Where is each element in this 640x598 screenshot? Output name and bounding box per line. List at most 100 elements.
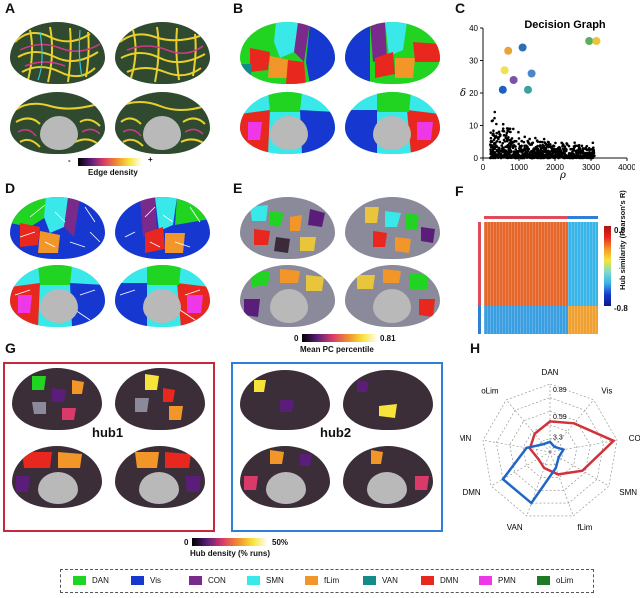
density-point: [542, 152, 545, 156]
density-point: [587, 148, 591, 151]
density-point: [555, 147, 559, 151]
legend-item-smn: SMN: [247, 576, 284, 585]
density-point: [511, 153, 514, 157]
radar-ring-labels: 0.89 0.59 3.3: [553, 387, 567, 442]
radar-series-2: [501, 440, 566, 505]
legend-swatch: [363, 576, 376, 585]
density-point: [530, 141, 534, 145]
density-point: [557, 155, 561, 158]
medial-wall: [373, 289, 411, 323]
density-point: [492, 129, 495, 133]
density-point: [520, 151, 523, 154]
density-point: [489, 140, 493, 144]
colorbar-max-label: 0.81: [380, 334, 396, 343]
density-point: [545, 155, 548, 159]
brain-hub1-left-lateral: [12, 368, 102, 430]
radar-ring: [482, 383, 618, 517]
density-point: [495, 131, 498, 135]
density-point: [514, 156, 517, 160]
radar-spoke: [526, 451, 551, 517]
medial-wall: [40, 116, 78, 150]
density-point: [571, 150, 574, 153]
density-point: [495, 139, 499, 143]
density-point: [508, 142, 511, 145]
density-point: [538, 140, 542, 144]
density-point: [561, 144, 564, 148]
hub2-label: hub2: [320, 425, 352, 440]
density-point: [500, 150, 504, 153]
density-point: [573, 155, 577, 158]
density-point: [511, 127, 515, 131]
density-point: [559, 149, 563, 153]
density-point: [571, 156, 575, 160]
edge-density-colorbar: [78, 158, 142, 166]
network-parcellation: [240, 22, 335, 84]
medial-wall: [143, 116, 181, 150]
legend-label: CON: [208, 576, 226, 585]
radar-series-1: [528, 420, 616, 476]
radar-ring-label: 0.59: [553, 414, 567, 421]
brain-a-left-medial: [10, 92, 105, 154]
radar-spoke: [549, 399, 594, 453]
legend-swatch: [131, 576, 144, 585]
hub-density-map: [244, 450, 312, 490]
colorbar-max-label: 0.8: [614, 226, 626, 235]
y-tick-label: 40: [469, 24, 478, 33]
density-point: [499, 133, 502, 137]
density-point: [500, 147, 503, 150]
density-point: [535, 147, 539, 150]
density-point: [497, 130, 501, 134]
radar-spoke: [482, 439, 551, 453]
density-point: [540, 140, 544, 144]
density-point: [556, 152, 559, 156]
y-tick-label: 30: [469, 57, 478, 66]
density-point: [503, 154, 507, 158]
density-point: [522, 140, 526, 144]
density-point: [576, 154, 579, 157]
medial-wall: [373, 116, 411, 150]
radar-ring: [509, 410, 591, 491]
edge-density-pattern: [119, 26, 206, 83]
legend-item-flim: fLim: [305, 576, 339, 585]
density-point: [492, 138, 496, 141]
radar-series: [501, 420, 616, 505]
hub1-bar-top: [484, 216, 568, 219]
density-point: [505, 138, 509, 141]
density-point: [532, 155, 535, 159]
legend-swatch: [73, 576, 86, 585]
network-parcellation: [124, 197, 210, 253]
brain-d-left-lateral: [10, 197, 105, 259]
network-parcellation: [10, 265, 105, 327]
y-tick-label: 10: [469, 122, 478, 131]
density-point: [502, 138, 506, 142]
brain-a-right-medial: [115, 92, 210, 154]
density-point: [511, 144, 515, 148]
density-point: [569, 155, 573, 159]
density-point: [500, 155, 504, 159]
radar-axis-label: oLim: [481, 387, 499, 396]
density-point: [573, 141, 576, 144]
density-point: [561, 156, 565, 159]
density-point: [539, 146, 543, 149]
density-point: [573, 144, 577, 147]
brain-hub1-right-lateral: [115, 368, 205, 430]
colorbar-max-label: +: [148, 155, 153, 164]
density-point: [498, 140, 502, 144]
density-point: [519, 146, 523, 149]
legend-label: oLim: [556, 576, 574, 585]
network-parcellation: [345, 92, 440, 154]
medial-wall: [266, 472, 306, 504]
hub1-bar-left: [478, 222, 481, 306]
legend-item-dan: DAN: [73, 576, 109, 585]
density-point: [591, 151, 595, 154]
density-point: [506, 151, 510, 154]
pc-percentile-colorbar: [302, 334, 378, 342]
density-point: [543, 141, 547, 145]
radar-axis-label: SMN: [619, 488, 637, 497]
hub-density-map: [135, 374, 183, 420]
colorbar-title: Edge density: [88, 168, 138, 177]
colorbar-title: Hub density (% runs): [190, 549, 271, 558]
pc-percentile-map: [250, 205, 325, 253]
brain-hub1-left-medial: [12, 446, 102, 508]
hub-density-map: [135, 452, 201, 492]
